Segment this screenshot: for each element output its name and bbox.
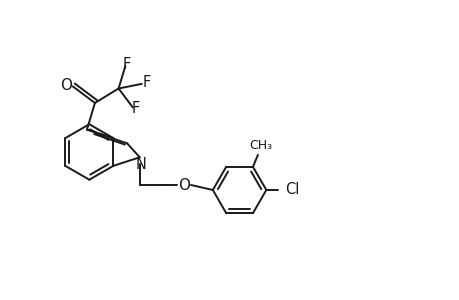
Text: F: F xyxy=(122,57,130,72)
Text: N: N xyxy=(135,157,146,172)
Text: O: O xyxy=(60,78,72,93)
Text: Cl: Cl xyxy=(284,182,299,197)
Text: CH₃: CH₃ xyxy=(249,139,272,152)
Text: F: F xyxy=(142,75,151,90)
Text: F: F xyxy=(131,101,140,116)
Text: O: O xyxy=(178,178,190,193)
